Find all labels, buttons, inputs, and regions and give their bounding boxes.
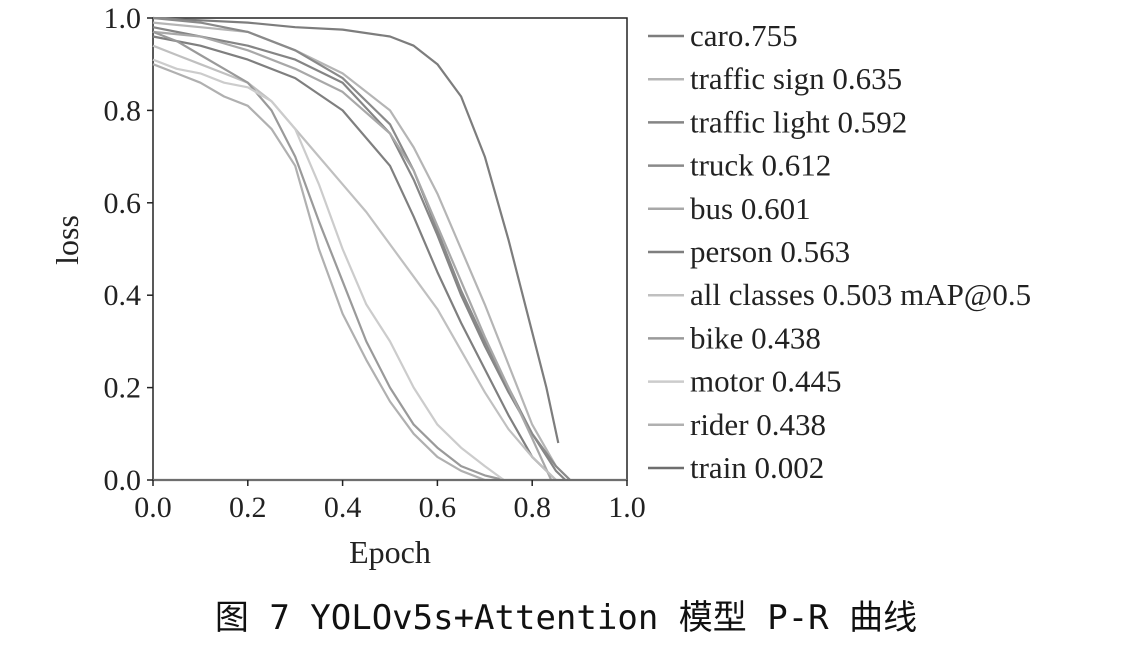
legend-label-6: all classes 0.503 mAP@0.5 [690, 277, 1031, 312]
pr-curve-chart: 0.0 0.2 0.4 0.6 0.8 1.0 0.0 0.2 0.4 0.6 0.8 1.0 Epo… [49, 2, 1031, 570]
x-axis-label: Epoch [349, 534, 431, 570]
x-tick-label: 0.0 [134, 491, 172, 524]
x-tick-label: 0.4 [324, 491, 362, 524]
y-tick-label: 0.0 [104, 464, 142, 497]
x-tick-label: 0.2 [229, 491, 267, 524]
legend-label-9: rider 0.438 [690, 407, 826, 442]
y-tick-label: 1.0 [104, 2, 142, 35]
plot-area [152, 16, 628, 482]
legend-label-4: bus 0.601 [690, 191, 811, 226]
figure-caption: 图 7 YOLOv5s+Attention 模型 P-R 曲线 [214, 598, 918, 638]
series-line-5 [152, 35, 557, 481]
plot-frame [152, 17, 628, 481]
x-tick-label: 0.6 [419, 491, 457, 524]
axis-ticks: 0.0 0.2 0.4 0.6 0.8 1.0 0.0 0.2 0.4 0.6 0.8 1.0 [104, 2, 646, 524]
legend-label-7: bike 0.438 [690, 320, 821, 355]
series-line-4 [152, 30, 553, 481]
legend: caro.755 traffic sign 0.635 traffic light … [648, 18, 1031, 485]
series-line-6 [152, 44, 557, 481]
series-line-0 [152, 16, 560, 444]
legend-label-5: person 0.563 [690, 234, 850, 269]
x-tick-label: 0.8 [513, 491, 551, 524]
legend-label-0: caro.755 [690, 18, 798, 53]
series-line-7 [152, 30, 505, 482]
y-tick-label: 0.4 [104, 279, 142, 312]
series-line-9 [152, 63, 486, 482]
y-tick-label: 0.6 [104, 187, 142, 220]
legend-label-1: traffic sign 0.635 [690, 61, 902, 96]
legend-label-2: traffic light 0.592 [690, 104, 907, 139]
y-tick-label: 0.2 [104, 372, 142, 405]
legend-label-10: train 0.002 [690, 450, 824, 485]
legend-label-8: motor 0.445 [690, 364, 842, 399]
series-line-8 [152, 58, 505, 481]
x-tick-label: 1.0 [608, 491, 646, 524]
y-tick-label: 0.8 [104, 94, 142, 127]
y-axis-label: loss [49, 215, 85, 265]
legend-label-3: truck 0.612 [690, 148, 831, 183]
